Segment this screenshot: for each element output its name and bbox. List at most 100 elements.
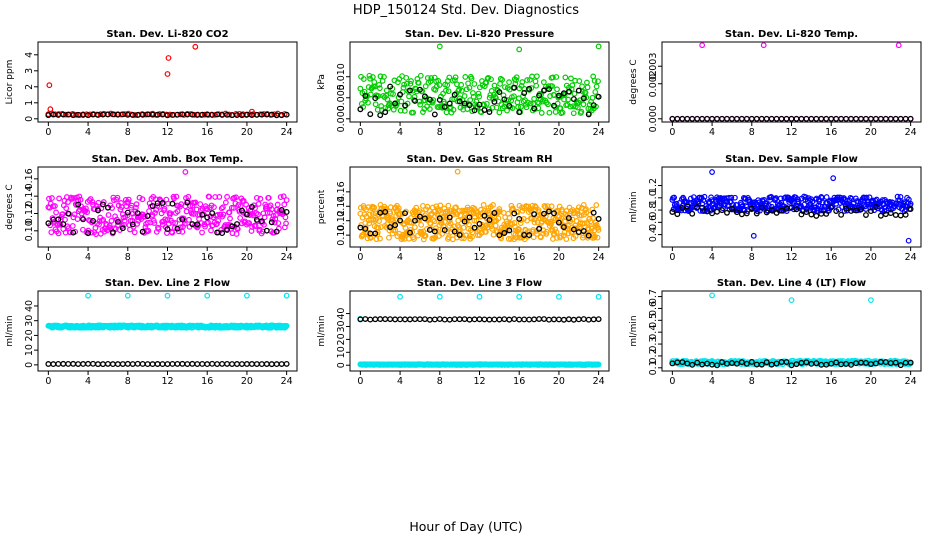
hourly-point xyxy=(902,115,909,122)
hourly-point xyxy=(456,232,463,238)
data-point xyxy=(580,101,587,108)
data-point xyxy=(371,79,378,85)
data-point xyxy=(255,201,262,207)
hourly-point xyxy=(412,217,418,224)
hourly-point xyxy=(119,225,126,232)
data-point xyxy=(382,205,389,212)
data-point xyxy=(86,197,93,204)
hourly-point xyxy=(867,208,874,215)
hourly-point xyxy=(436,215,443,222)
hourly-point xyxy=(397,217,404,224)
data-point xyxy=(552,226,559,233)
hourly-point xyxy=(129,361,136,367)
hourly-point xyxy=(531,105,538,112)
hourly-point xyxy=(491,210,498,216)
data-point xyxy=(214,212,221,218)
x-tick-label: 4 xyxy=(85,252,91,263)
hourly-point xyxy=(551,210,557,217)
hourly-point xyxy=(813,115,820,122)
hourly-point xyxy=(733,209,740,216)
data-point xyxy=(594,234,601,241)
data-point xyxy=(69,223,76,229)
hourly-point xyxy=(283,208,290,215)
hourly-point xyxy=(788,115,795,122)
data-point xyxy=(407,80,414,87)
data-point xyxy=(73,111,80,118)
hourly-point xyxy=(426,226,433,233)
data-point xyxy=(591,77,598,84)
hourly-point xyxy=(273,228,280,235)
hourly-point xyxy=(863,212,869,218)
hourly-point xyxy=(728,205,735,212)
x-tick-label: 16 xyxy=(825,252,837,263)
data-point xyxy=(485,74,492,81)
data-point xyxy=(493,104,500,111)
data-point xyxy=(177,111,184,118)
data-point xyxy=(253,194,260,201)
hourly-point xyxy=(194,221,201,228)
hourly-point xyxy=(100,361,106,368)
hourly-point xyxy=(129,221,136,228)
x-tick-label: 16 xyxy=(513,252,525,263)
hourly-point xyxy=(476,101,483,108)
data-point xyxy=(533,73,540,80)
hourly-point xyxy=(501,96,508,103)
data-point xyxy=(549,74,556,81)
data-point xyxy=(424,203,431,210)
data-point xyxy=(394,79,401,86)
data-point xyxy=(499,76,506,83)
hourly-point xyxy=(239,361,245,367)
outlier-point xyxy=(595,293,602,300)
hourly-point xyxy=(496,232,503,239)
x-tick-label: 12 xyxy=(161,252,173,263)
data-point xyxy=(426,99,433,106)
data-point xyxy=(222,199,229,206)
y-tick-label: 20 xyxy=(24,329,35,341)
hourly-point xyxy=(224,226,231,233)
hourly-point xyxy=(149,203,156,210)
hourly-point xyxy=(204,361,211,368)
data-point xyxy=(380,92,387,99)
hourly-point xyxy=(357,224,364,231)
hourly-point xyxy=(214,361,221,368)
data-point xyxy=(570,110,577,117)
hourly-point xyxy=(877,212,884,219)
hourly-point xyxy=(546,86,552,93)
y-tick-label: 0.6 xyxy=(648,215,659,230)
data-point xyxy=(513,74,520,81)
hourly-point xyxy=(164,226,171,233)
data-point xyxy=(169,229,176,236)
hourly-point xyxy=(421,215,428,222)
data-point xyxy=(562,74,569,81)
hourly-point xyxy=(268,219,275,226)
data-point xyxy=(543,228,550,235)
hourly-point xyxy=(808,211,815,218)
data-point xyxy=(518,103,524,110)
y-tick-label: 0.6 xyxy=(648,301,659,316)
data-point xyxy=(559,109,566,116)
data-point xyxy=(579,83,585,90)
data-point xyxy=(476,93,483,100)
data-point xyxy=(386,234,392,241)
hourly-point xyxy=(416,316,423,323)
hourly-point xyxy=(679,204,686,211)
data-point xyxy=(480,202,487,208)
hourly-point xyxy=(471,107,478,114)
y-tick-label: 30 xyxy=(336,320,347,332)
panel-title: Stan. Dev. Li-820 Pressure xyxy=(405,29,555,40)
data-point xyxy=(417,72,424,79)
hourly-point xyxy=(897,212,904,219)
data-point xyxy=(406,93,412,100)
x-tick-label: 24 xyxy=(281,252,293,263)
hourly-point xyxy=(758,361,765,368)
outlier-point xyxy=(46,82,53,89)
x-tick-label: 12 xyxy=(473,376,485,387)
x-tick-label: 0 xyxy=(357,127,363,138)
y-tick-label: 2 xyxy=(24,84,35,90)
data-point xyxy=(179,228,186,235)
hourly-point xyxy=(446,316,453,323)
data-point xyxy=(580,201,587,208)
data-point xyxy=(376,85,383,92)
x-tick-label: 0 xyxy=(45,252,51,263)
points-layer xyxy=(45,169,290,238)
